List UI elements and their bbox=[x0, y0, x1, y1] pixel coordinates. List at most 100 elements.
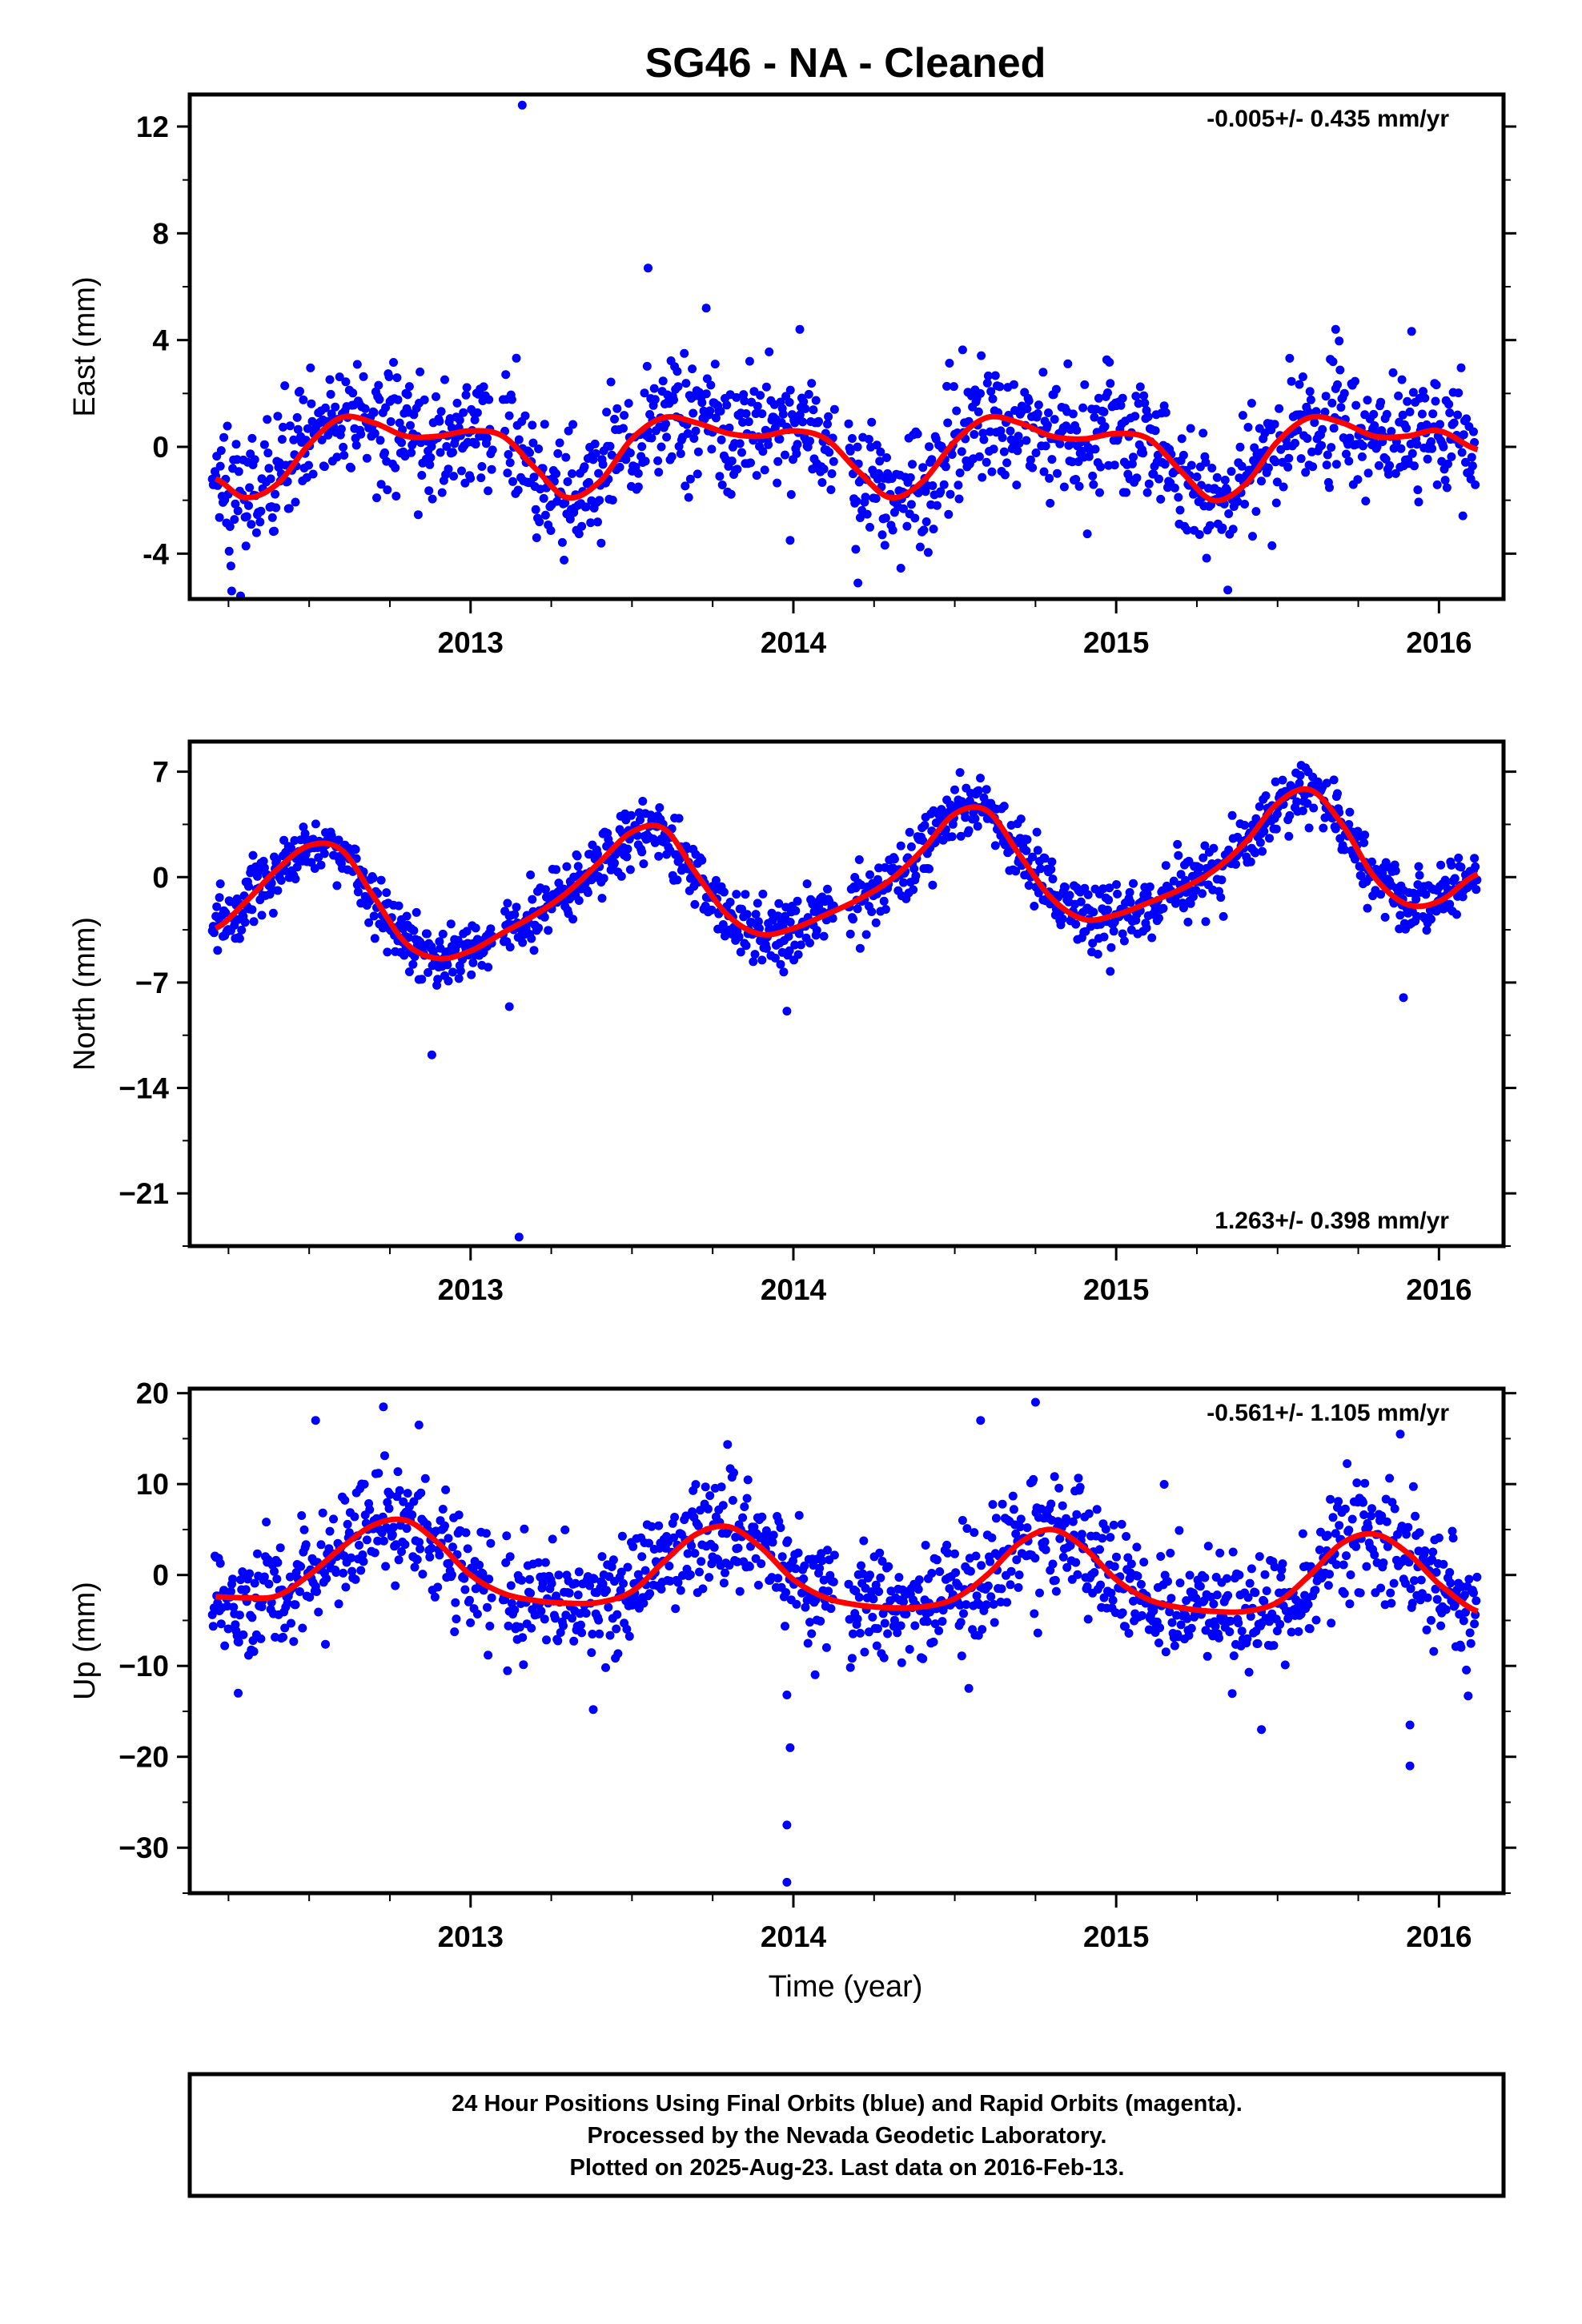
data-point bbox=[1328, 1513, 1338, 1522]
outlier-point bbox=[414, 975, 424, 984]
data-point bbox=[896, 564, 905, 573]
data-point bbox=[1431, 907, 1441, 916]
data-point bbox=[757, 409, 767, 419]
data-point bbox=[701, 389, 711, 399]
data-point bbox=[693, 1521, 703, 1530]
data-point bbox=[1406, 1584, 1415, 1594]
data-point bbox=[402, 911, 412, 921]
data-point bbox=[1038, 368, 1048, 377]
data-point bbox=[1248, 532, 1257, 541]
data-point bbox=[1158, 903, 1168, 913]
data-point bbox=[817, 1556, 827, 1566]
outlier-point bbox=[853, 578, 863, 588]
data-point bbox=[954, 494, 964, 504]
data-point bbox=[733, 1557, 742, 1566]
data-point bbox=[1031, 448, 1041, 457]
data-point bbox=[693, 469, 702, 479]
data-point bbox=[909, 864, 919, 874]
data-point bbox=[1048, 875, 1058, 884]
data-point bbox=[234, 467, 243, 476]
data-point bbox=[1450, 874, 1460, 883]
data-point bbox=[435, 416, 444, 426]
data-point bbox=[1223, 1590, 1233, 1600]
data-point bbox=[1459, 430, 1468, 440]
data-point bbox=[427, 442, 436, 451]
data-point bbox=[355, 1541, 363, 1550]
data-point bbox=[1301, 468, 1311, 477]
outlier-point bbox=[1405, 1720, 1415, 1730]
data-point bbox=[1412, 911, 1422, 921]
data-point bbox=[538, 1578, 548, 1588]
data-point bbox=[484, 1574, 494, 1584]
data-point bbox=[802, 879, 812, 889]
data-point bbox=[347, 1553, 355, 1562]
data-point bbox=[785, 385, 795, 395]
data-point bbox=[616, 1567, 626, 1577]
data-point bbox=[636, 815, 644, 825]
data-point bbox=[1106, 379, 1115, 388]
data-point bbox=[285, 1572, 295, 1582]
data-point bbox=[817, 478, 827, 487]
data-point bbox=[1055, 439, 1065, 448]
data-point bbox=[1028, 852, 1038, 862]
data-point bbox=[577, 1628, 587, 1638]
data-point bbox=[964, 826, 974, 835]
data-point bbox=[1359, 838, 1369, 847]
data-point bbox=[360, 404, 370, 413]
data-point bbox=[1119, 936, 1129, 946]
data-point bbox=[844, 1579, 853, 1589]
data-point bbox=[1199, 853, 1208, 862]
data-point bbox=[568, 420, 578, 429]
data-point bbox=[1045, 473, 1054, 483]
data-point bbox=[1259, 826, 1269, 836]
data-point bbox=[273, 412, 283, 421]
data-point bbox=[1094, 393, 1103, 403]
model-curve bbox=[214, 786, 1480, 962]
data-point bbox=[1229, 1651, 1239, 1661]
data-point bbox=[1127, 459, 1137, 468]
data-point bbox=[1351, 1542, 1361, 1551]
data-point bbox=[627, 810, 636, 820]
data-point bbox=[1407, 448, 1417, 458]
data-point bbox=[590, 439, 600, 448]
data-point bbox=[1367, 1504, 1376, 1514]
data-point bbox=[1055, 1534, 1065, 1543]
data-point bbox=[425, 460, 435, 469]
data-point bbox=[1215, 1548, 1225, 1558]
data-point bbox=[510, 910, 520, 919]
data-point bbox=[1298, 806, 1307, 815]
data-point bbox=[559, 1621, 568, 1630]
data-point bbox=[819, 1575, 829, 1585]
data-point bbox=[1174, 493, 1183, 502]
data-point bbox=[334, 835, 343, 845]
data-point bbox=[526, 870, 536, 879]
data-point bbox=[359, 372, 368, 381]
data-point bbox=[1246, 857, 1255, 866]
data-point bbox=[426, 452, 436, 462]
data-point bbox=[347, 1566, 357, 1576]
data-point bbox=[669, 395, 678, 404]
data-point bbox=[553, 448, 563, 458]
data-point bbox=[270, 1566, 279, 1576]
data-point bbox=[560, 1525, 570, 1534]
outlier-point bbox=[782, 1691, 792, 1699]
y-tick-label: 8 bbox=[152, 217, 169, 250]
data-point bbox=[1046, 1499, 1056, 1509]
data-point bbox=[705, 1491, 715, 1501]
data-point bbox=[727, 456, 737, 466]
data-point bbox=[341, 377, 351, 387]
data-point bbox=[1285, 810, 1295, 820]
data-point bbox=[1034, 400, 1043, 410]
data-point bbox=[1195, 1582, 1205, 1591]
data-point bbox=[793, 896, 802, 906]
data-point bbox=[718, 920, 728, 929]
data-point bbox=[223, 1624, 233, 1634]
data-point bbox=[1217, 875, 1227, 885]
data-point bbox=[761, 943, 771, 953]
data-point bbox=[853, 442, 862, 452]
data-point bbox=[1370, 421, 1379, 430]
data-point bbox=[1251, 814, 1261, 823]
data-point bbox=[619, 1578, 628, 1588]
data-point bbox=[395, 418, 404, 428]
